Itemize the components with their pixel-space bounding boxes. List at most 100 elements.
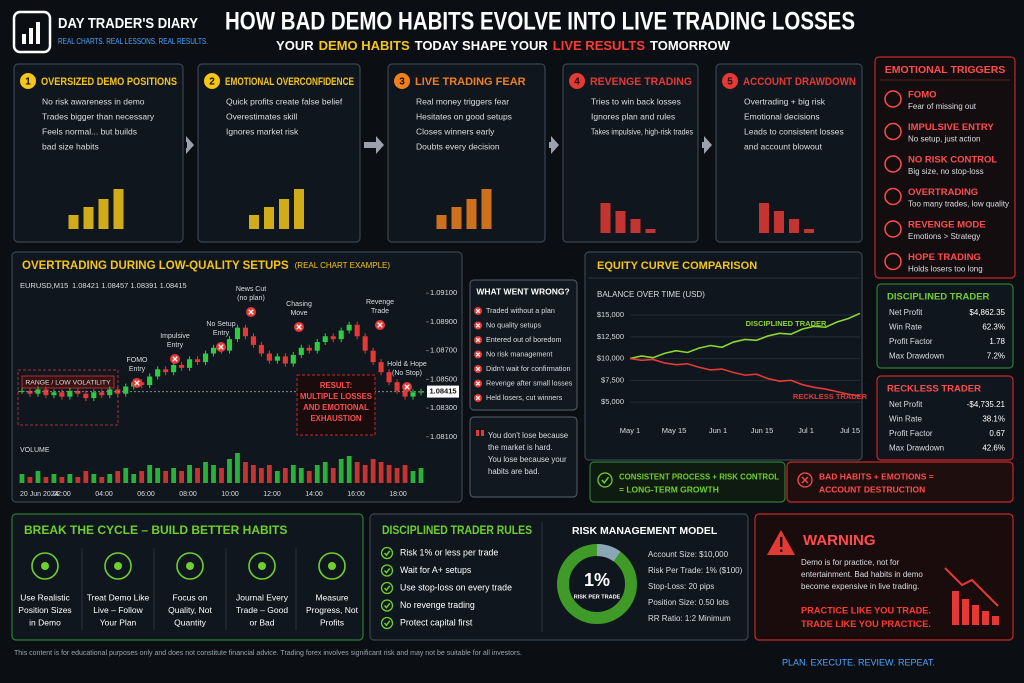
annotation: Impulsive bbox=[160, 333, 190, 340]
habit-icon bbox=[31, 552, 59, 580]
candle bbox=[115, 389, 121, 394]
volume-bar bbox=[314, 465, 320, 483]
candle bbox=[410, 392, 416, 397]
flow-arrow bbox=[702, 136, 712, 154]
trigger-text: Holds losers too long bbox=[908, 265, 983, 274]
logo-bar bbox=[22, 34, 26, 44]
warning-chart-arrow bbox=[944, 567, 999, 607]
y-tick-label: $5,000 bbox=[601, 397, 624, 406]
section-title: EQUITY CURVE COMPARISON bbox=[597, 260, 757, 272]
legend-label: RECKLESS TRADER bbox=[793, 392, 868, 401]
range-zone bbox=[17, 369, 119, 426]
habit-icon bbox=[318, 552, 346, 580]
volume-bar bbox=[19, 474, 25, 483]
x-icon-cross bbox=[801, 476, 809, 484]
stage-line: Ignores plan and rules bbox=[591, 111, 675, 121]
x-icon-cross bbox=[475, 337, 481, 343]
chart-subtitle: BALANCE OVER TIME (USD) bbox=[597, 290, 705, 299]
annotation: Hold & Hope bbox=[387, 361, 427, 368]
candle bbox=[266, 353, 272, 361]
warning-chart-bar bbox=[992, 616, 999, 625]
volume-bar bbox=[282, 468, 288, 483]
stage-number-badge bbox=[722, 73, 738, 89]
candle bbox=[370, 350, 376, 363]
volume-bar bbox=[290, 465, 296, 483]
candle bbox=[386, 372, 392, 383]
volume-bar bbox=[330, 468, 336, 483]
trigger-icon bbox=[884, 90, 902, 108]
cycle-panel bbox=[11, 513, 364, 641]
range-label: RANGE / LOW VOLATILITY bbox=[25, 379, 111, 386]
check-icon bbox=[380, 599, 394, 612]
candle bbox=[250, 336, 256, 345]
time-label: 02:00 bbox=[53, 491, 71, 498]
y-tick-label: $12,500 bbox=[597, 332, 624, 341]
trigger-title: HOPE TRADING bbox=[908, 252, 981, 263]
quote-line: You lose because your bbox=[488, 455, 567, 464]
x-tick-label: May 15 bbox=[662, 426, 687, 435]
candle bbox=[242, 327, 248, 337]
candle bbox=[274, 356, 280, 361]
check-mark bbox=[601, 476, 610, 484]
annotation: FOMO bbox=[127, 357, 149, 364]
x-icon-cross bbox=[475, 381, 481, 386]
volume-bar bbox=[346, 456, 352, 483]
candle bbox=[314, 342, 320, 351]
candle bbox=[91, 392, 97, 399]
volume-bar bbox=[386, 465, 392, 483]
candle bbox=[59, 392, 65, 397]
candle bbox=[362, 336, 368, 351]
equity-line bbox=[629, 312, 861, 360]
stats-label: Win Rate bbox=[889, 323, 922, 332]
logo bbox=[12, 10, 52, 54]
subtitle-part: DEMO HABITS bbox=[319, 38, 410, 53]
volume-bar bbox=[83, 471, 89, 483]
candle bbox=[179, 365, 185, 368]
candle bbox=[290, 354, 296, 364]
volume-bar bbox=[51, 474, 57, 483]
time-label: 10:00 bbox=[221, 491, 239, 498]
stats-label: Profit Factor bbox=[889, 337, 933, 346]
habit-text: Quantity bbox=[174, 617, 206, 627]
trigger-text: Emotions > Strategy bbox=[908, 232, 980, 241]
stage-number-badge bbox=[394, 73, 410, 89]
habit-text: Position Sizes bbox=[18, 605, 71, 615]
subtitle-part: LIVE RESULTS bbox=[553, 38, 646, 53]
stats-value: -$4,735.21 bbox=[967, 400, 1006, 409]
stage-line: Ignores market risk bbox=[226, 126, 299, 136]
stage-line: No risk awareness in demo bbox=[42, 96, 145, 106]
section-title: DISCIPLINED TRADER RULES bbox=[382, 523, 532, 537]
stage-line: Doubts every decision bbox=[416, 141, 500, 151]
check-icon bbox=[597, 472, 613, 488]
habit-icon-core bbox=[328, 562, 336, 570]
wrong-item: Revenge after small losses bbox=[486, 378, 573, 387]
annotation: No Setup bbox=[206, 321, 235, 328]
check-icon bbox=[380, 546, 394, 560]
motto: PLAN. EXECUTE. REVIEW. REPEAT. bbox=[782, 657, 935, 667]
candle bbox=[418, 391, 424, 393]
annotation: Chasing bbox=[286, 301, 312, 308]
price-tick-label: 1.09100 bbox=[430, 288, 457, 297]
wrong-panel bbox=[469, 279, 578, 411]
price-tick-label: 1.08500 bbox=[430, 374, 457, 383]
stage-line: Leads to consistent losses bbox=[744, 126, 844, 136]
volume-bar bbox=[362, 465, 368, 483]
trigger-title: OVERTRADING bbox=[908, 187, 978, 198]
warning-chart-bar bbox=[952, 591, 959, 625]
stats-value: $4,862.35 bbox=[969, 308, 1005, 317]
candle bbox=[338, 330, 344, 340]
check-mark bbox=[383, 550, 391, 557]
stats-panel bbox=[876, 375, 1014, 461]
equity-panel bbox=[584, 251, 863, 461]
stage-illustration bbox=[774, 211, 784, 233]
logo-bar bbox=[36, 22, 40, 44]
stage-title: REVENGE TRADING bbox=[590, 76, 692, 88]
trigger-title: IMPULSIVE ENTRY bbox=[908, 122, 994, 133]
candle bbox=[378, 362, 384, 373]
candle bbox=[282, 356, 288, 364]
stage-line: and account blowout bbox=[744, 141, 823, 151]
triggers-title: EMOTIONAL TRIGGERS bbox=[885, 64, 1006, 76]
stats-title: DISCIPLINED TRADER bbox=[887, 292, 990, 303]
stage-line: bad size habits bbox=[42, 141, 99, 151]
annotation: Move bbox=[290, 310, 307, 317]
